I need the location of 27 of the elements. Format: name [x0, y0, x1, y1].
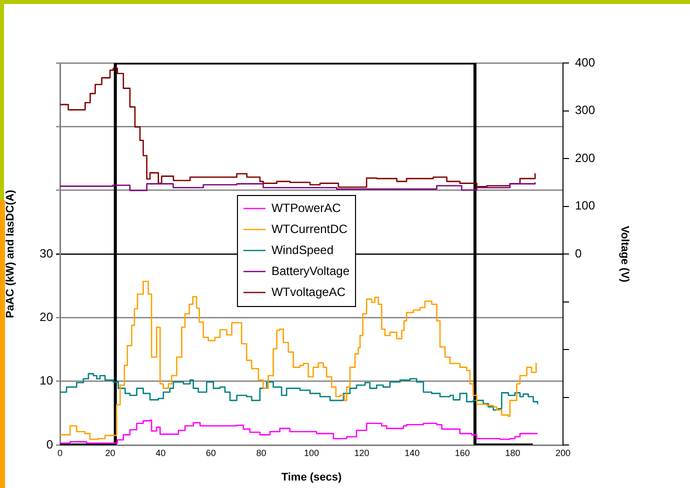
- y2-tick-label: 200: [575, 150, 596, 165]
- y2-axis-title: Voltage (V): [618, 226, 630, 283]
- y-tick-label: 20: [40, 310, 54, 324]
- y-axis-title: PaAC (kW) and IasDC(A): [4, 189, 17, 318]
- y-tick-label: 30: [40, 246, 54, 260]
- x-tick-label: 100: [304, 448, 320, 458]
- x-tick-label: 40: [156, 448, 166, 458]
- x-axis-title: Time (secs): [281, 471, 342, 484]
- x-tick-label: 80: [256, 448, 266, 458]
- x-tick-label: 140: [404, 448, 420, 458]
- x-tick-label: 160: [454, 448, 470, 458]
- x-tick-label: 180: [505, 448, 520, 458]
- x-tick-label: 120: [354, 448, 370, 458]
- legend-label: WTCurrentDC: [271, 222, 348, 236]
- legend-label: WTvoltageAC: [271, 284, 346, 299]
- y2-tick-label: 300: [575, 103, 596, 118]
- x-tick-label: 60: [206, 448, 216, 458]
- legend-label: BatteryVoltage: [271, 264, 350, 278]
- y2-tick-label: 0: [575, 246, 582, 260]
- y-tick-label: 10: [40, 374, 54, 388]
- x-tick-label: 20: [105, 448, 116, 458]
- x-tick-label: 200: [555, 448, 571, 458]
- y2-tick-label: 100: [575, 198, 596, 213]
- y2-tick-label: 400: [575, 55, 596, 70]
- legend-label: WTPowerAC: [271, 200, 342, 215]
- legend-label: WindSpeed: [271, 242, 334, 257]
- x-tick-label: 0: [57, 448, 63, 458]
